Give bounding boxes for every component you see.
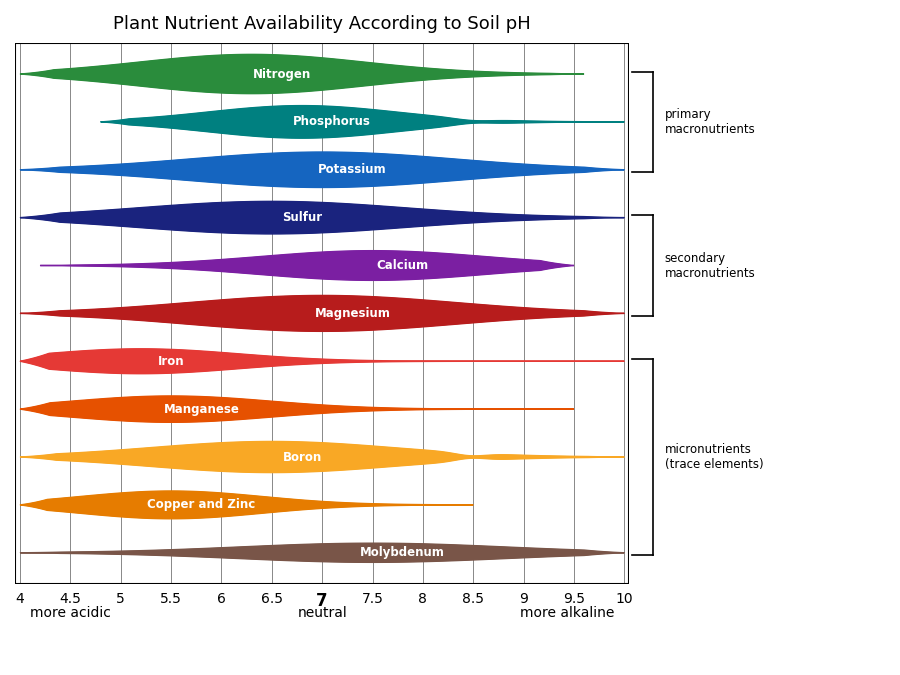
Text: micronutrients
(trace elements): micronutrients (trace elements) bbox=[664, 443, 763, 471]
Text: Potassium: Potassium bbox=[318, 163, 387, 176]
Polygon shape bbox=[40, 250, 574, 280]
Polygon shape bbox=[20, 441, 625, 472]
Text: Iron: Iron bbox=[158, 355, 184, 368]
Polygon shape bbox=[20, 491, 473, 519]
Text: secondary
macronutrients: secondary macronutrients bbox=[664, 252, 755, 279]
Text: Nitrogen: Nitrogen bbox=[253, 68, 311, 80]
Polygon shape bbox=[101, 105, 625, 138]
Polygon shape bbox=[20, 296, 625, 331]
Text: more alkaline: more alkaline bbox=[520, 606, 614, 620]
Text: Copper and Zinc: Copper and Zinc bbox=[148, 498, 256, 512]
Text: Manganese: Manganese bbox=[164, 402, 239, 416]
Text: Calcium: Calcium bbox=[377, 259, 428, 272]
Text: Sulfur: Sulfur bbox=[282, 211, 322, 224]
Text: neutral: neutral bbox=[297, 606, 347, 620]
Polygon shape bbox=[20, 349, 625, 374]
Text: Magnesium: Magnesium bbox=[314, 307, 391, 320]
Polygon shape bbox=[20, 543, 625, 562]
Polygon shape bbox=[20, 55, 584, 94]
Polygon shape bbox=[20, 396, 574, 423]
Text: primary
macronutrients: primary macronutrients bbox=[664, 108, 755, 136]
Text: more acidic: more acidic bbox=[30, 606, 111, 620]
Text: Molybdenum: Molybdenum bbox=[360, 546, 446, 560]
Polygon shape bbox=[20, 201, 625, 234]
Text: Boron: Boron bbox=[283, 450, 321, 464]
Text: Phosphorus: Phosphorus bbox=[293, 115, 371, 128]
Polygon shape bbox=[20, 152, 625, 188]
Title: Plant Nutrient Availability According to Soil pH: Plant Nutrient Availability According to… bbox=[113, 15, 531, 33]
